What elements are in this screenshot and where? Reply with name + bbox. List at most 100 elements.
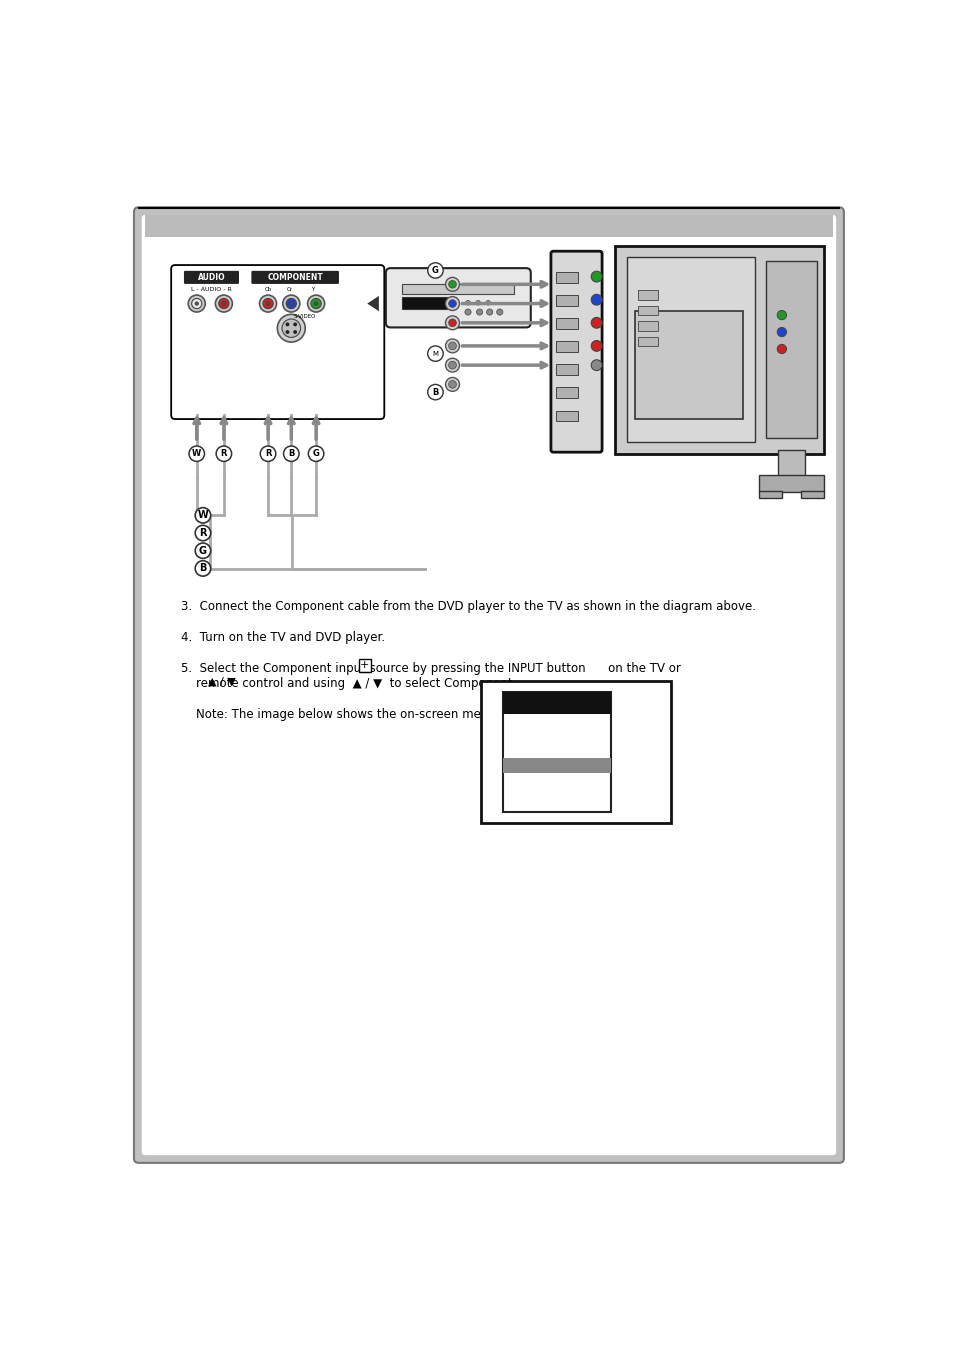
Circle shape [427, 345, 443, 362]
FancyBboxPatch shape [385, 268, 530, 328]
Circle shape [465, 301, 470, 305]
Circle shape [445, 316, 459, 329]
Bar [556, 387, 578, 398]
Bar [145, 214, 832, 236]
Bar [358, 658, 371, 672]
Circle shape [591, 294, 601, 305]
Circle shape [314, 302, 317, 305]
Bar [638, 337, 658, 345]
Text: B: B [199, 564, 207, 573]
Circle shape [192, 298, 202, 309]
Text: Y: Y [311, 287, 314, 293]
Text: S-VIDEO: S-VIDEO [294, 314, 316, 320]
Text: Note: The image below shows the on-screen menu display.: Note: The image below shows the on-scree… [181, 708, 543, 720]
Bar [402, 285, 514, 294]
Bar [502, 692, 611, 812]
Circle shape [282, 318, 300, 337]
Text: B: B [432, 387, 438, 397]
Circle shape [486, 309, 493, 316]
Text: ▲ / ▼: ▲ / ▼ [208, 677, 236, 687]
Bar [758, 491, 781, 498]
Circle shape [222, 302, 225, 305]
Circle shape [591, 271, 601, 282]
Circle shape [777, 328, 785, 337]
Circle shape [285, 322, 289, 326]
Bar [778, 449, 804, 476]
FancyBboxPatch shape [252, 271, 338, 283]
Circle shape [266, 302, 270, 305]
Text: L - AUDIO - R: L - AUDIO - R [191, 287, 232, 293]
Circle shape [259, 295, 276, 312]
Circle shape [195, 507, 211, 523]
Circle shape [448, 318, 456, 326]
Circle shape [448, 380, 456, 389]
Bar [615, 246, 823, 453]
FancyBboxPatch shape [142, 214, 835, 1155]
Circle shape [448, 343, 456, 349]
Circle shape [448, 299, 456, 308]
FancyBboxPatch shape [171, 264, 384, 420]
Text: W: W [197, 510, 208, 521]
Circle shape [777, 344, 785, 353]
Circle shape [448, 362, 456, 370]
Circle shape [195, 525, 211, 541]
Bar [556, 410, 578, 421]
Bar [502, 758, 611, 773]
Bar [634, 312, 742, 420]
Circle shape [476, 301, 480, 305]
Bar [480, 681, 670, 823]
Circle shape [263, 298, 273, 309]
Bar [556, 318, 578, 329]
Text: AUDIO: AUDIO [197, 272, 225, 282]
Polygon shape [367, 295, 378, 312]
Circle shape [218, 298, 229, 309]
Circle shape [427, 384, 443, 399]
Circle shape [195, 561, 211, 576]
Text: R: R [265, 449, 271, 459]
Circle shape [445, 278, 459, 291]
Circle shape [216, 447, 232, 461]
Circle shape [311, 298, 321, 309]
Text: G: G [432, 266, 438, 275]
Circle shape [445, 339, 459, 353]
Circle shape [215, 295, 233, 312]
Bar [556, 295, 578, 306]
FancyBboxPatch shape [133, 208, 843, 1163]
Bar [556, 364, 578, 375]
Circle shape [260, 447, 275, 461]
Circle shape [308, 447, 323, 461]
Bar [402, 297, 456, 309]
Text: COMPONENT: COMPONENT [267, 272, 323, 282]
Circle shape [464, 309, 471, 316]
Text: R: R [220, 449, 227, 459]
Text: 3.  Connect the Component cable from the DVD player to the TV as shown in the di: 3. Connect the Component cable from the … [181, 600, 756, 612]
Circle shape [285, 331, 289, 335]
FancyBboxPatch shape [184, 271, 239, 283]
Circle shape [445, 378, 459, 391]
Bar [626, 258, 754, 442]
Bar [638, 321, 658, 331]
Text: W: W [192, 449, 201, 459]
Bar [638, 290, 658, 299]
Circle shape [485, 301, 490, 305]
Circle shape [277, 314, 305, 343]
Text: R: R [199, 527, 207, 538]
Circle shape [591, 340, 601, 351]
Bar [556, 341, 578, 352]
Circle shape [293, 331, 296, 335]
Bar [765, 262, 816, 438]
Circle shape [445, 359, 459, 372]
Circle shape [189, 447, 204, 461]
Text: Cr: Cr [287, 287, 293, 293]
Circle shape [283, 447, 298, 461]
Circle shape [427, 263, 443, 278]
Circle shape [445, 297, 459, 310]
Bar [758, 475, 823, 492]
Text: G: G [199, 546, 207, 556]
Circle shape [282, 295, 299, 312]
Circle shape [194, 302, 198, 305]
FancyBboxPatch shape [550, 251, 601, 452]
Bar [638, 306, 658, 316]
Circle shape [188, 295, 205, 312]
Text: G: G [313, 449, 319, 459]
